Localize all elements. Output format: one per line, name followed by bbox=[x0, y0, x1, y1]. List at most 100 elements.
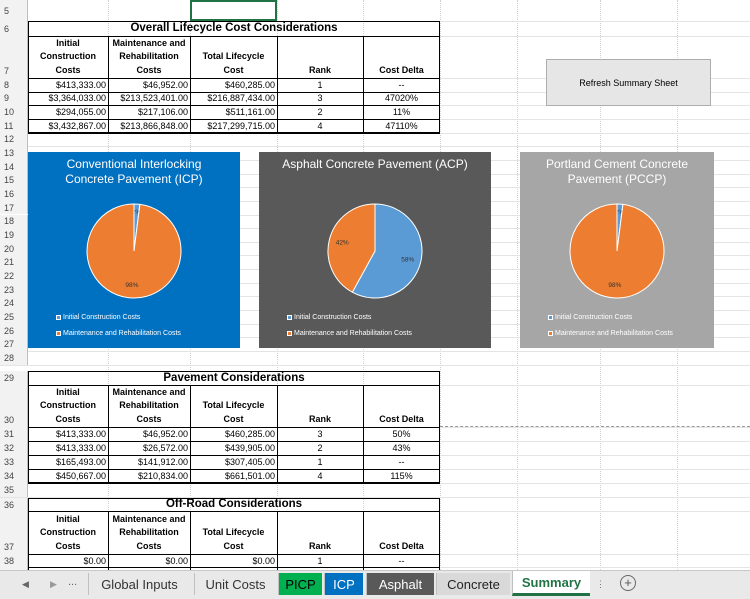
table-cell[interactable]: $413,333.00 bbox=[55, 79, 106, 90]
table-cell[interactable]: 2 bbox=[317, 107, 323, 118]
header-text: Cost Delta bbox=[379, 540, 424, 551]
table-cell[interactable]: $0.00 bbox=[83, 555, 106, 566]
table-cell[interactable]: $213,496,829.00 bbox=[108, 567, 190, 571]
table-cell[interactable]: $3,432,867.00 bbox=[48, 120, 106, 131]
row-number: 5 bbox=[0, 0, 28, 21]
scroll-tabs-right-button[interactable]: ▶ bbox=[50, 579, 57, 589]
row-border bbox=[28, 132, 440, 134]
header-text: Cost Delta bbox=[379, 413, 424, 424]
table-cell[interactable]: 1 bbox=[317, 457, 323, 467]
table-cell[interactable]: $217,106.00 bbox=[137, 107, 188, 118]
table-cell[interactable]: $294,055.00 bbox=[55, 107, 106, 118]
table-cell[interactable]: 43% bbox=[392, 443, 411, 453]
table-cell[interactable]: 4 bbox=[317, 471, 323, 481]
table-cell[interactable]: $413,333.00 bbox=[55, 443, 106, 453]
header-text: Maintenance and Rehabilitation Costs bbox=[112, 37, 186, 75]
table-cell[interactable]: 1 bbox=[317, 555, 323, 566]
sheet-tab-unit-costs[interactable]: Unit Costs bbox=[194, 573, 276, 595]
table-cell[interactable]: $165,493.00 bbox=[55, 457, 106, 467]
table-cell[interactable]: 3 bbox=[317, 93, 323, 104]
selected-cell-outline[interactable] bbox=[190, 0, 277, 21]
chart-title-line: Asphalt Concrete Pavement (ACP) bbox=[282, 157, 468, 171]
row-number: 25 bbox=[0, 310, 28, 324]
table-cell[interactable]: 3 bbox=[277, 567, 363, 571]
table-cell[interactable]: $216,447,529.00 bbox=[190, 567, 277, 571]
table-cell[interactable]: $217,299,715.00 bbox=[207, 120, 275, 131]
chart-title-line: Pavement (PCCP) bbox=[567, 172, 667, 186]
table-cell[interactable]: $210,834.00 bbox=[137, 471, 188, 481]
pie-slice-maintenance[interactable] bbox=[327, 203, 376, 293]
table-cell[interactable]: 50% bbox=[392, 429, 411, 439]
table-cell[interactable]: $46,952.00 bbox=[142, 429, 188, 439]
table-cell[interactable]: $46,952.00 bbox=[142, 79, 188, 90]
legend-entry: Initial Construction Costs bbox=[287, 314, 371, 321]
table-cell[interactable]: $213,866,848.00 bbox=[120, 120, 188, 131]
more-tabs-button[interactable]: ... bbox=[68, 576, 78, 588]
chart-title-line: Portland Cement Concrete bbox=[545, 157, 689, 171]
legend-swatch bbox=[56, 315, 61, 320]
sheet-tab-picp[interactable]: PICP bbox=[278, 573, 322, 595]
table-cell[interactable]: $216,887,434.00 bbox=[207, 93, 275, 104]
pie-svg: 2% 98% bbox=[86, 203, 182, 299]
column-border bbox=[363, 36, 364, 133]
pie-chart-2[interactable]: Portland Cement Concrete Pavement (PCCP) 2… bbox=[520, 152, 714, 348]
column-border bbox=[277, 385, 278, 483]
table-cell[interactable]: $3,364,033.00 bbox=[48, 93, 106, 104]
table-cell[interactable]: $307,405.00 bbox=[224, 457, 275, 467]
table-border bbox=[28, 21, 440, 133]
table-cell[interactable]: 47020% bbox=[384, 93, 419, 104]
pie-slice-maintenance[interactable] bbox=[569, 203, 665, 299]
table-cell[interactable]: 4 bbox=[317, 120, 323, 131]
header-text: Total Lifecycle Cost bbox=[202, 51, 265, 75]
sheet-tab-concrete[interactable]: Concrete bbox=[436, 573, 510, 595]
table-cell[interactable]: 1 bbox=[317, 79, 323, 90]
sheet-tab-global-inputs[interactable]: Global Inputs bbox=[88, 573, 190, 595]
table-cell[interactable]: 11% bbox=[392, 107, 411, 118]
row-number: 38 bbox=[0, 554, 28, 567]
add-sheet-button[interactable]: + bbox=[620, 575, 636, 591]
column-border bbox=[108, 36, 109, 133]
table-cell[interactable]: $26,572.00 bbox=[142, 443, 188, 453]
table-cell[interactable]: $460,285.00 bbox=[224, 79, 275, 90]
table-cell[interactable]: 2 bbox=[317, 443, 323, 453]
pie-chart-1[interactable]: Asphalt Concrete Pavement (ACP) 58% 42% Ini… bbox=[259, 152, 491, 348]
table-cell[interactable]: $213,523,401.00 bbox=[120, 93, 188, 104]
tab-split-handle[interactable]: ⋮ bbox=[596, 579, 605, 589]
pie-chart-0[interactable]: Conventional Interlocking Concrete Paveme… bbox=[28, 152, 240, 348]
sheet-tab-asphalt[interactable]: Asphalt bbox=[366, 573, 434, 595]
table-cell[interactable]: 47110% bbox=[385, 120, 418, 131]
row-number: 13 bbox=[0, 146, 28, 160]
data-label: 42% bbox=[336, 240, 349, 247]
table-cell[interactable]: $439,905.00 bbox=[224, 443, 275, 453]
pie-slice-initial[interactable] bbox=[351, 203, 423, 299]
table-cell[interactable]: $460,285.00 bbox=[224, 429, 275, 439]
row-number: 35 bbox=[0, 483, 28, 497]
row-border bbox=[28, 469, 440, 470]
table-cell[interactable]: $450,667.00 bbox=[55, 471, 106, 481]
table-cell[interactable]: $2,850,700.00 bbox=[28, 567, 108, 571]
scroll-tabs-left-button[interactable]: ◀ bbox=[22, 579, 29, 589]
table-cell[interactable]: $511,161.00 bbox=[225, 107, 275, 118]
column-header-col2: Maintenance and Rehabilitation Costs bbox=[108, 511, 190, 554]
row-border bbox=[28, 567, 440, 568]
table-cell[interactable]: $413,333.00 bbox=[55, 429, 106, 439]
table1-title: Overall Lifecycle Cost Considerations bbox=[130, 22, 338, 34]
legend-entry: Initial Construction Costs bbox=[548, 314, 632, 321]
sheet-tab-summary[interactable]: Summary bbox=[512, 571, 590, 596]
legend-swatch bbox=[548, 331, 553, 336]
table-cell[interactable]: $141,912.00 bbox=[137, 457, 188, 467]
sheet-tab-icp[interactable]: ICP bbox=[324, 573, 363, 595]
column-border bbox=[108, 511, 109, 570]
table-cell[interactable]: -- bbox=[398, 555, 405, 566]
table-cell[interactable]: 3 bbox=[317, 429, 323, 439]
pie-slice-maintenance[interactable] bbox=[86, 203, 182, 299]
table-cell[interactable]: $661,501.00 bbox=[224, 471, 275, 481]
table-cell[interactable]: #DIV/0! bbox=[363, 567, 440, 571]
table-cell[interactable]: $0.00 bbox=[165, 555, 188, 566]
table-cell[interactable]: -- bbox=[398, 457, 405, 467]
table-cell[interactable]: -- bbox=[398, 79, 405, 90]
refresh-summary-button[interactable]: Refresh Summary Sheet bbox=[546, 59, 711, 106]
table-cell[interactable]: 115% bbox=[390, 471, 413, 481]
table-cell[interactable]: $0.00 bbox=[252, 555, 275, 566]
header-text: Initial Construction Costs bbox=[40, 513, 96, 551]
